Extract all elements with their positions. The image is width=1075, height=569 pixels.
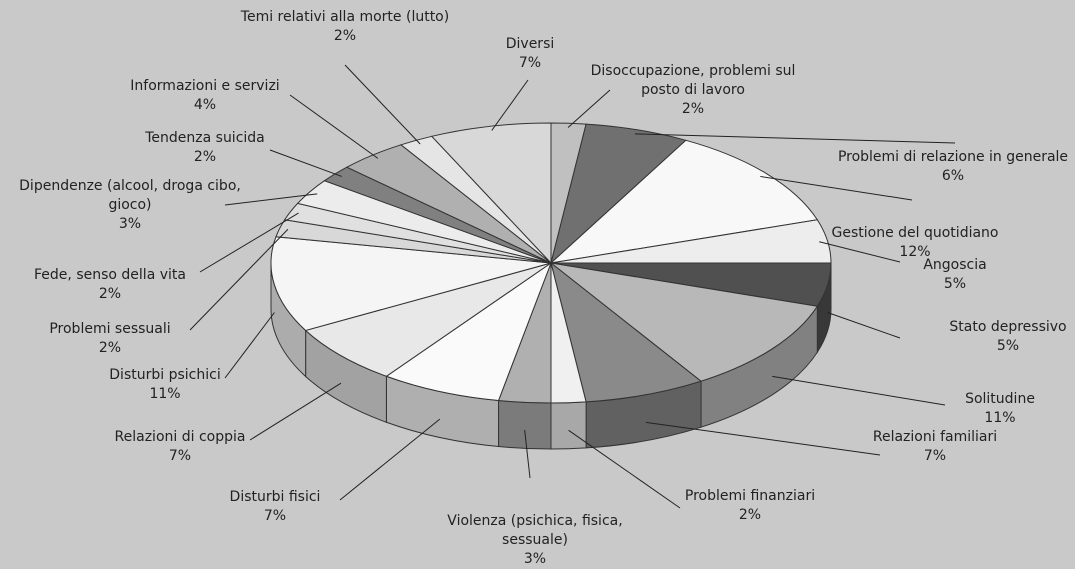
category-name: Stato depressivo [949,319,1067,335]
leader-line [189,228,289,331]
leader-line [827,312,901,339]
category-name: Problemi di relazione in generale [837,149,1069,165]
slice-label: Violenza (psichica, fisica, sessuale) 3% [435,512,635,569]
category-name: Problemi sessuali [49,321,171,337]
leader-line [760,175,913,201]
slice-label: Stato depressivo 5% [949,318,1066,356]
leader-line [567,89,611,128]
percent-label: 11% [149,386,181,402]
slice-label: Disoccupazione, problemi sul posto di la… [578,62,808,119]
leader-line [772,375,946,406]
leader-line [645,421,881,456]
category-name: Problemi finanziari [684,488,816,504]
leader-line [339,418,441,501]
percent-label: 6% [941,168,965,184]
category-name: Violenza (psichica, fisica, sessuale) [447,513,623,548]
slice-side [550,401,587,450]
percent-label: 2% [193,149,217,165]
leader-line [491,79,529,131]
slice [549,139,819,264]
leader-line [568,429,681,509]
slice-label: Solitudine 11% [965,390,1035,428]
slice [304,262,552,377]
slice-label: Fede, senso della vita 2% [34,266,186,304]
category-name: Angoscia [923,257,987,273]
category-name: Diversi [505,36,555,52]
slice-label: Diversi 7% [506,35,555,73]
percent-label: 2% [681,101,705,117]
slice-label: Tendenza suicida 2% [145,129,265,167]
leader-line [249,382,342,441]
slice [550,261,703,403]
slice-label: Problemi di relazione in generale 6% [838,148,1068,186]
percent-label: 11% [984,410,1016,426]
slice [549,262,819,382]
category-name: Relazioni di coppia [114,429,246,445]
slice-label: Relazioni di coppia 7% [115,428,246,466]
slice [385,261,553,402]
percent-label: 4% [193,97,217,113]
slice-label: Disturbi psichici 11% [109,366,220,404]
slice [430,122,552,265]
leader-line [344,64,421,145]
category-name: Tendenza suicida [145,130,265,146]
slice-label: Temi relativi alla morte (lutto) 2% [241,8,449,46]
category-name: Disturbi psichici [109,367,221,383]
leader-line [524,429,531,479]
slice-label: Disturbi fisici 7% [230,488,321,526]
percent-label: 2% [98,286,122,302]
slice-label: Relazioni familiari 7% [873,428,997,466]
percent-label: 7% [263,508,287,524]
category-name: Disoccupazione, problemi sul posto di la… [590,63,796,98]
percent-label: 5% [943,276,967,292]
leader-line [224,193,318,206]
slice-label: Informazioni e servizi 4% [130,77,279,115]
percent-label: 3% [523,551,547,567]
category-name: Gestione del quotidiano [831,225,999,241]
percent-label: 5% [996,338,1020,354]
leader-line [289,94,379,159]
percent-label: 7% [518,55,542,71]
leader-line [819,241,901,263]
percent-label: 3% [118,216,142,232]
category-name: Relazioni familiari [872,429,998,445]
percent-label: 7% [923,448,947,464]
category-name: Dipendenze (alcool, droga cibo, gioco) [19,178,241,213]
leader-line [199,212,299,273]
category-name: Temi relativi alla morte (lutto) [240,9,450,25]
slice-label: Problemi sessuali 2% [49,320,170,358]
percent-label: 2% [98,340,122,356]
percent-label: 7% [168,448,192,464]
slice-label: Problemi finanziari 2% [685,487,815,525]
category-name: Informazioni e servizi [130,78,280,94]
leader-line [224,312,275,379]
slice-label: Dipendenze (alcool, droga cibo, gioco) 3% [13,177,248,234]
slice-label: Angoscia 5% [923,256,986,294]
slice-side [498,399,552,450]
percent-label: 2% [738,507,762,523]
percent-label: 2% [333,28,357,44]
category-name: Fede, senso della vita [34,267,186,283]
category-name: Disturbi fisici [229,489,321,505]
category-name: Solitudine [965,391,1035,407]
leader-line [269,149,342,177]
leader-line [634,133,956,144]
slice-label: Gestione del quotidiano 12% [832,224,999,262]
percent-label: 12% [899,244,931,260]
